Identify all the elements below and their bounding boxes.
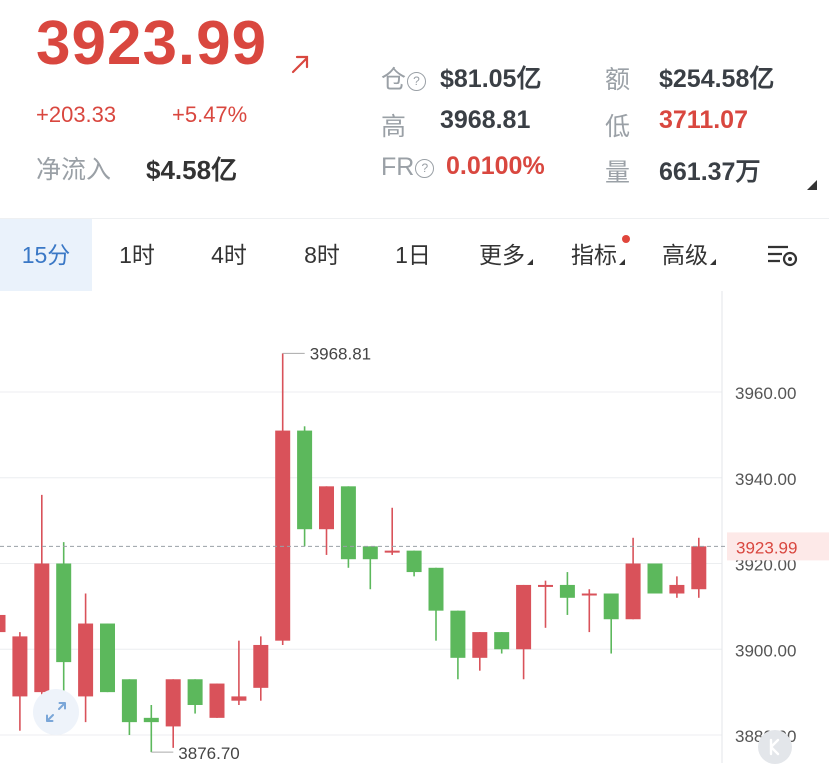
ticker-header: 3923.99 +203.33 +5.47% 净流入 $4.58亿 仓? $81… bbox=[0, 0, 829, 205]
candle-body bbox=[56, 563, 72, 663]
candle-body bbox=[559, 584, 575, 598]
candle-body bbox=[209, 683, 225, 718]
tab-8h[interactable]: 8时 bbox=[304, 242, 340, 268]
y-tick-label: 3940.00 bbox=[735, 470, 796, 489]
candle-body bbox=[187, 679, 203, 705]
candle-body bbox=[691, 546, 707, 590]
candle-body bbox=[472, 632, 488, 658]
candle-body bbox=[450, 610, 466, 658]
high-value: 3968.81 bbox=[440, 106, 531, 134]
tab-indicators-label: 指标 bbox=[571, 242, 617, 268]
tab-indicators[interactable]: 指标 bbox=[560, 219, 636, 291]
tab-1h[interactable]: 1时 bbox=[119, 242, 155, 268]
candle-body bbox=[12, 636, 28, 697]
candle-body bbox=[428, 567, 444, 611]
volume-value: 661.37万 bbox=[659, 158, 761, 186]
candle-body bbox=[143, 717, 159, 723]
tab-1d[interactable]: 1日 bbox=[395, 242, 431, 268]
expand-chart-button[interactable] bbox=[33, 689, 79, 735]
current-price-label: 3923.99 bbox=[736, 538, 797, 557]
tab-more[interactable]: 更多 bbox=[466, 219, 546, 291]
y-tick-label: 3960.00 bbox=[735, 384, 796, 403]
expand-stats-icon[interactable] bbox=[807, 180, 817, 190]
candle-body bbox=[581, 593, 597, 596]
high-label: 高 bbox=[381, 113, 407, 141]
current-price-tag bbox=[727, 532, 829, 561]
dropdown-triangle-icon bbox=[527, 259, 533, 265]
candle-body bbox=[538, 584, 553, 587]
candle-body bbox=[319, 486, 334, 530]
candle-body bbox=[603, 593, 619, 620]
timeframe-tabbar: 15分 1时 4时 8时 1日 更多 指标 高级 bbox=[0, 218, 829, 291]
dropdown-triangle-icon bbox=[710, 259, 716, 265]
k-line-icon bbox=[769, 738, 780, 756]
open-interest-label-text: 仓 bbox=[381, 66, 407, 94]
amount-value: $254.58亿 bbox=[659, 65, 775, 93]
amount-label: 额 bbox=[605, 66, 631, 94]
candle-body bbox=[647, 563, 663, 594]
candle-body bbox=[406, 550, 422, 573]
help-circle-icon[interactable]: ? bbox=[415, 159, 435, 178]
price-change: +203.33 bbox=[36, 102, 117, 127]
candle-body bbox=[34, 563, 50, 693]
k-line-button[interactable] bbox=[758, 730, 792, 764]
last-price: 3923.99 bbox=[36, 9, 268, 78]
high-marker-label: 3968.81 bbox=[310, 344, 371, 363]
candle-body bbox=[253, 644, 269, 688]
notification-dot bbox=[622, 235, 630, 243]
expand-icon bbox=[46, 702, 66, 722]
candle-body bbox=[362, 546, 378, 560]
help-circle-icon[interactable]: ? bbox=[407, 72, 427, 91]
low-label: 低 bbox=[605, 113, 631, 141]
candle-body bbox=[669, 584, 685, 594]
candle-body bbox=[121, 679, 137, 723]
net-inflow-label: 净流入 bbox=[36, 156, 112, 184]
price-change-percent: +5.47% bbox=[172, 102, 248, 127]
y-tick-label: 3900.00 bbox=[735, 641, 796, 660]
low-marker-label: 3876.70 bbox=[178, 744, 239, 763]
open-interest-label[interactable]: 仓? bbox=[381, 60, 427, 96]
funding-rate-value: 0.0100% bbox=[446, 152, 545, 180]
funding-rate-label-text: FR bbox=[381, 153, 415, 181]
net-inflow-value: $4.58亿 bbox=[146, 155, 238, 185]
tab-advanced[interactable]: 高级 bbox=[651, 219, 727, 291]
candle-body bbox=[384, 550, 400, 553]
candle-body bbox=[297, 430, 313, 530]
candle-body bbox=[494, 632, 510, 650]
open-interest-value: $81.05亿 bbox=[440, 65, 542, 93]
arrow-up-right-icon bbox=[291, 55, 309, 74]
candle-body bbox=[100, 623, 115, 693]
dropdown-triangle-icon bbox=[619, 259, 625, 265]
tab-advanced-label: 高级 bbox=[662, 242, 708, 268]
tab-more-label: 更多 bbox=[479, 242, 525, 268]
low-value: 3711.07 bbox=[659, 106, 748, 134]
volume-label: 量 bbox=[605, 159, 631, 187]
candlestick-chart[interactable]: 3960.003940.003920.003900.003880.003923.… bbox=[0, 291, 829, 763]
funding-rate-label[interactable]: FR? bbox=[381, 153, 435, 182]
candle-body bbox=[0, 614, 6, 633]
chart-settings-icon[interactable] bbox=[766, 242, 798, 268]
tab-4h[interactable]: 4时 bbox=[211, 242, 247, 268]
candle-body bbox=[516, 584, 532, 650]
candle-body bbox=[165, 679, 181, 727]
candle-body bbox=[231, 696, 247, 701]
candle-body bbox=[275, 430, 291, 641]
candle-body bbox=[625, 563, 641, 620]
candle-body bbox=[78, 623, 94, 697]
tab-15m[interactable]: 15分 bbox=[0, 219, 92, 291]
candle-body bbox=[340, 486, 356, 560]
